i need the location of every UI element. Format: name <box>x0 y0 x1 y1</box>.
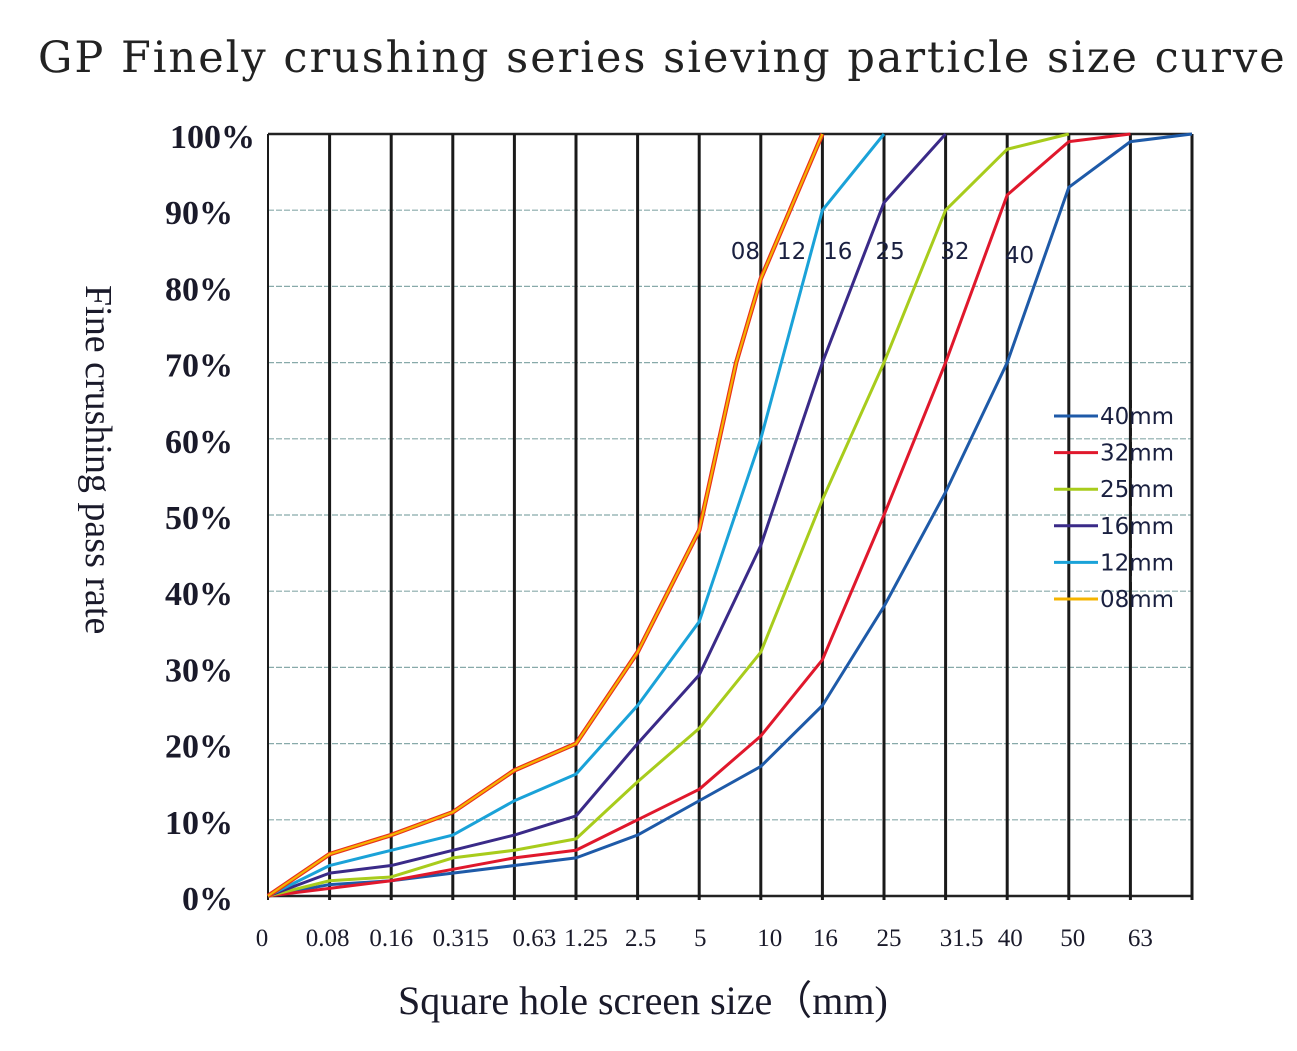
x-tick-label: 40 <box>998 925 1023 952</box>
x-tick-label: 1.25 <box>564 925 608 952</box>
y-tick-label: 60% <box>165 424 233 461</box>
series-line-25mm <box>267 132 1070 898</box>
y-tick-label: 10% <box>165 805 233 842</box>
y-tick-label: 40% <box>165 576 233 613</box>
curve-label: 16 <box>823 239 852 265</box>
x-tick-label: 0.63 <box>513 925 557 952</box>
y-tick-label: 90% <box>165 195 233 232</box>
x-tick-label: 63 <box>1128 925 1153 952</box>
series-line-12mm <box>267 133 886 898</box>
legend-label: 25mm <box>1100 477 1174 503</box>
x-tick-label: 0.315 <box>433 925 489 952</box>
series-line-16mm <box>267 132 947 898</box>
legend-label: 16mm <box>1100 514 1174 540</box>
series-line-32mm <box>267 132 1131 898</box>
legend-label: 08mm <box>1100 587 1174 613</box>
curve-annotations: 08 12 16 25 32 40 <box>731 239 1034 269</box>
x-axis-label: Square hole screen size（mm) <box>398 978 888 1023</box>
y-tick-label: 70% <box>165 348 233 385</box>
x-tick-label: 50 <box>1060 925 1085 952</box>
series-line-40mm <box>267 132 1193 898</box>
x-tick-label: 25 <box>877 925 902 952</box>
series-lines <box>266 132 1193 898</box>
x-tick-label: 10 <box>757 925 782 952</box>
y-tick-labels: 0% 10% 20% 30% 40% 50% 60% 70% 80% 90% 100% <box>165 119 255 918</box>
y-tick-label: 30% <box>165 652 233 689</box>
x-tick-label: 0.08 <box>306 925 350 952</box>
x-tick-label: 0 <box>256 925 269 952</box>
x-tick-label: 31.5 <box>940 925 984 952</box>
x-tick-labels: 0 0.08 0.16 0.315 0.63 1.25 2.5 5 10 16 25 31.5 40 50… <box>256 925 1153 952</box>
grid <box>267 132 1194 900</box>
y-tick-label: 0% <box>182 881 233 918</box>
curve-label: 40 <box>1005 243 1034 269</box>
legend-label: 12mm <box>1100 550 1174 576</box>
x-tick-label: 16 <box>813 925 838 952</box>
x-tick-label: 2.5 <box>625 925 656 952</box>
curve-label: 32 <box>940 239 969 265</box>
curve-label: 08 <box>731 239 760 265</box>
legend-label: 32mm <box>1100 441 1174 467</box>
y-tick-label: 50% <box>165 500 233 537</box>
y-tick-label: 20% <box>165 729 233 766</box>
x-tick-label: 5 <box>694 925 707 952</box>
y-tick-label: 80% <box>165 271 233 308</box>
curve-label: 25 <box>876 239 905 265</box>
legend: 40mm 32mm 25mm 16mm 12mm 08mm <box>1054 404 1174 613</box>
chart-title: GP Finely crushing series sieving partic… <box>38 33 1287 83</box>
x-tick-label: 0.16 <box>369 925 413 952</box>
curve-label: 12 <box>777 239 806 265</box>
legend-label: 40mm <box>1100 404 1174 430</box>
series-line-08mm <box>267 133 824 897</box>
y-axis-label: Fine crushing pass rate <box>77 285 119 634</box>
y-tick-label: 100% <box>170 119 255 156</box>
